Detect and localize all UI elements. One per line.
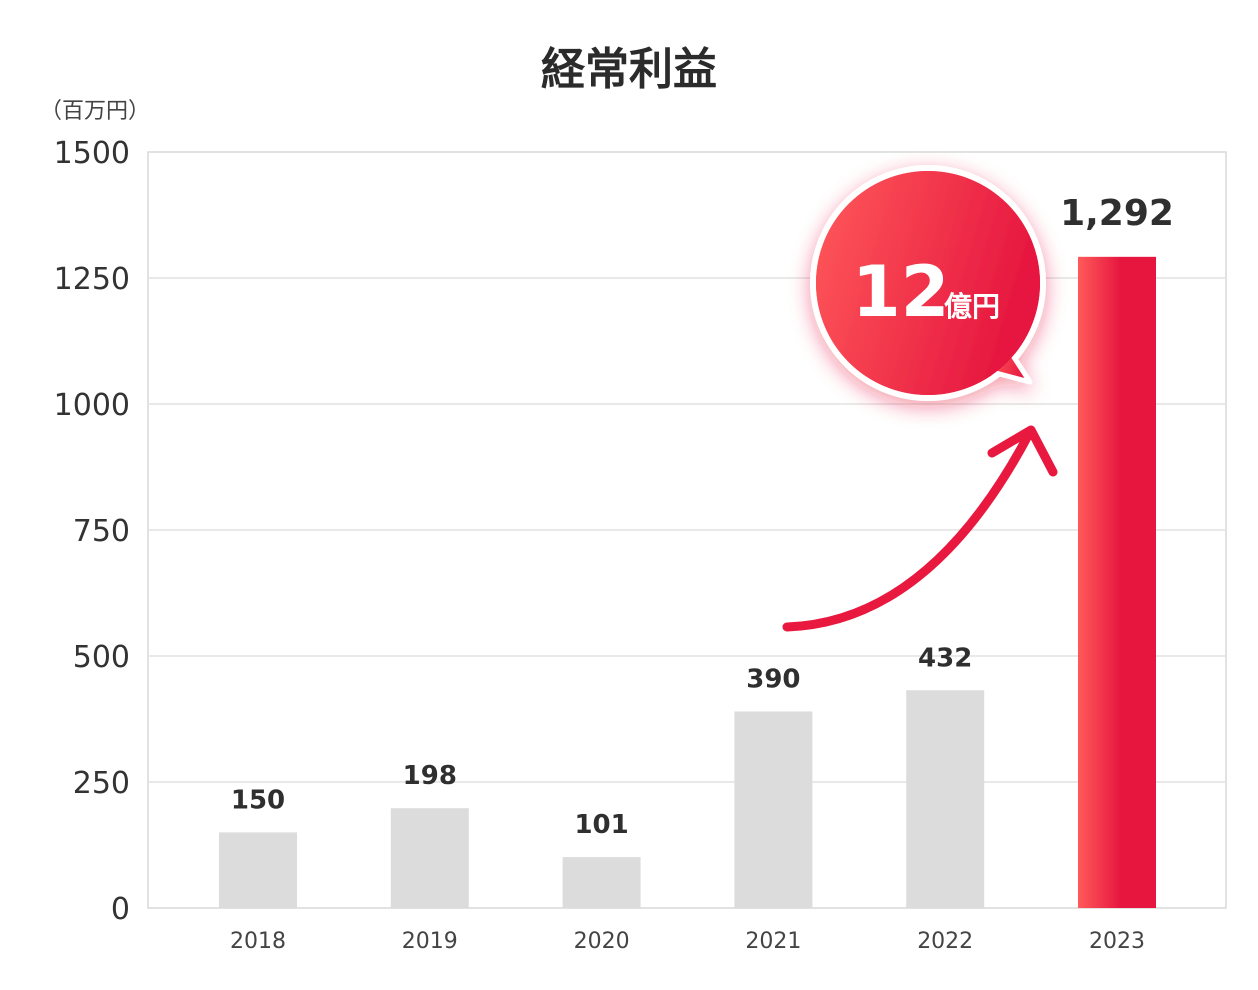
growth-arrowhead-icon (987, 425, 1058, 477)
x-axis-ticks: 2018 2019 2020 2021 2022 2023 (230, 929, 1145, 954)
callout-unit: 億円 (944, 290, 1000, 323)
bar (219, 832, 297, 908)
callout-bubble (810, 165, 1046, 401)
x-tick-label: 2023 (1089, 929, 1145, 954)
data-label: 198 (403, 761, 457, 791)
x-tick-label: 2022 (917, 929, 973, 954)
y-axis-unit: （百万円） (40, 99, 150, 124)
y-tick-label: 0 (111, 892, 130, 927)
y-axis-ticks: 0 250 500 750 1000 1250 1500 (54, 136, 130, 927)
bar-highlight (1078, 256, 1156, 908)
gridlines (148, 277, 1226, 783)
y-tick-label: 250 (73, 766, 130, 801)
y-tick-label: 1500 (54, 136, 130, 171)
y-tick-label: 500 (73, 640, 130, 675)
data-label: 101 (574, 810, 628, 840)
data-label: 432 (918, 643, 972, 673)
bar (734, 711, 813, 908)
data-label: 1,292 (1060, 193, 1174, 234)
x-tick-label: 2018 (230, 929, 286, 954)
callout-number: 12 (852, 251, 949, 333)
y-tick-label: 1250 (54, 262, 130, 297)
bar (390, 808, 469, 908)
y-tick-label: 1000 (54, 388, 130, 423)
x-tick-label: 2019 (402, 929, 458, 954)
x-tick-label: 2020 (574, 929, 630, 954)
growth-arrow-icon (782, 427, 1035, 632)
data-label: 390 (746, 664, 800, 694)
x-tick-label: 2021 (745, 929, 801, 954)
y-tick-label: 750 (73, 514, 130, 549)
data-labels: 150 198 101 390 432 1,292 (231, 193, 1174, 840)
bar (562, 857, 641, 908)
data-label: 150 (231, 785, 285, 815)
bar (906, 690, 985, 908)
chart-title: 経常利益 (541, 44, 717, 95)
bars (219, 256, 1156, 908)
